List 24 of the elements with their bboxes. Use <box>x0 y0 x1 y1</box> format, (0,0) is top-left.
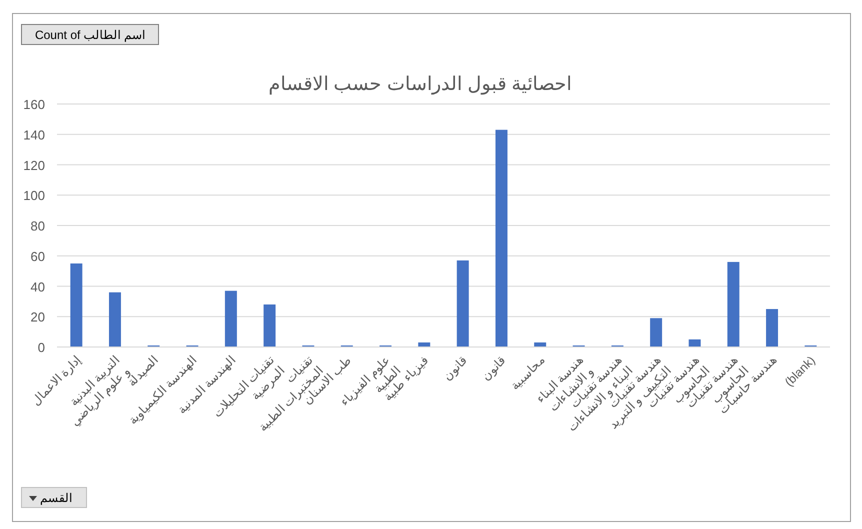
bar <box>108 292 121 347</box>
bar <box>766 309 778 347</box>
x-tick-label: قانون <box>478 353 509 383</box>
y-tick-label: 160 <box>23 97 45 112</box>
chart-title: احصائية قبول الدراسات حسب الاقسام <box>268 74 572 95</box>
bar <box>224 290 237 347</box>
y-tick-label: 40 <box>30 279 45 294</box>
bar <box>264 304 276 347</box>
bar <box>495 130 508 347</box>
text: القسم <box>40 491 72 505</box>
bar <box>70 263 82 347</box>
x-tick-label: قانون <box>440 353 470 383</box>
y-tick-label: 20 <box>30 310 45 325</box>
bar <box>688 339 701 347</box>
bar <box>650 318 662 347</box>
y-tick-label: 100 <box>23 188 45 204</box>
bar <box>456 260 469 347</box>
y-tick-label: 80 <box>30 218 45 234</box>
y-tick-label: 120 <box>23 158 45 173</box>
bar <box>727 262 740 347</box>
y-tick-label: 60 <box>30 248 45 264</box>
y-tick-label: 0 <box>38 340 45 355</box>
y-tick-label: 140 <box>23 127 45 142</box>
text: Count of اسم الطالب <box>34 28 146 42</box>
